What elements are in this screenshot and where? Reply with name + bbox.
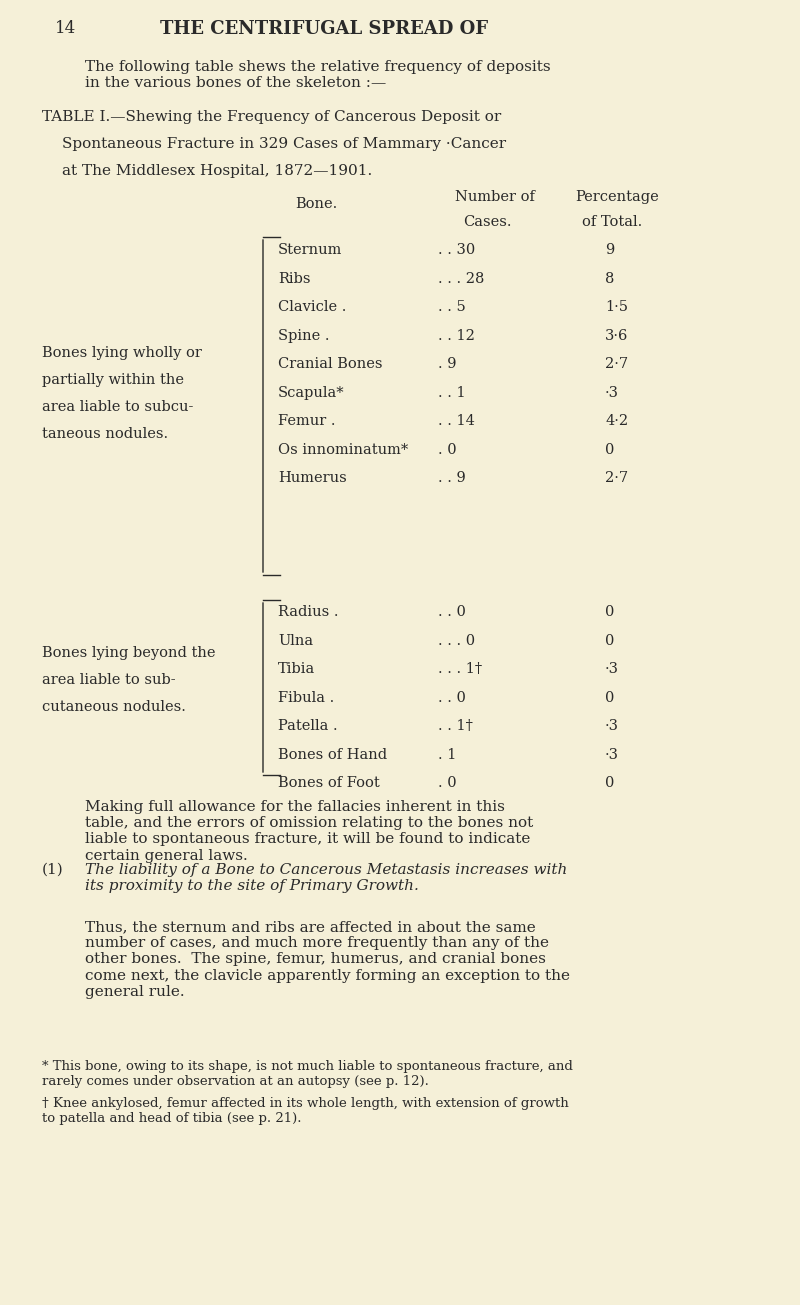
Text: 1·5: 1·5 — [605, 300, 628, 315]
Text: . . 5: . . 5 — [438, 300, 466, 315]
Text: . 9: . 9 — [438, 358, 457, 371]
Text: Tibia: Tibia — [278, 662, 315, 676]
Text: Bone.: Bone. — [295, 197, 338, 211]
Text: . . 0: . . 0 — [438, 690, 466, 705]
Text: † Knee ankylosed, femur affected in its whole length, with extension of growth
t: † Knee ankylosed, femur affected in its … — [42, 1098, 569, 1125]
Text: 9: 9 — [605, 243, 614, 257]
Text: . . 0: . . 0 — [438, 606, 466, 619]
Text: . 0: . 0 — [438, 776, 457, 790]
Text: 0: 0 — [605, 442, 614, 457]
Text: Bones of Foot: Bones of Foot — [278, 776, 380, 790]
Text: Spine .: Spine . — [278, 329, 330, 342]
Text: 0: 0 — [605, 633, 614, 647]
Text: 0: 0 — [605, 690, 614, 705]
Text: Thus, the sternum and ribs are affected in about the same
number of cases, and m: Thus, the sternum and ribs are affected … — [85, 920, 570, 998]
Text: * This bone, owing to its shape, is not much liable to spontaneous fracture, and: * This bone, owing to its shape, is not … — [42, 1060, 573, 1088]
Text: . . . 28: . . . 28 — [438, 271, 484, 286]
Text: Sternum: Sternum — [278, 243, 342, 257]
Text: . . 14: . . 14 — [438, 414, 475, 428]
Text: Ulna: Ulna — [278, 633, 313, 647]
Text: . . . 0: . . . 0 — [438, 633, 475, 647]
Text: Cranial Bones: Cranial Bones — [278, 358, 382, 371]
Text: 8: 8 — [605, 271, 614, 286]
Text: ·3: ·3 — [605, 748, 619, 762]
Text: Bones lying wholly or: Bones lying wholly or — [42, 346, 202, 360]
Text: Femur .: Femur . — [278, 414, 335, 428]
Text: of Total.: of Total. — [582, 215, 642, 228]
Text: Os innominatum*: Os innominatum* — [278, 442, 408, 457]
Text: . 0: . 0 — [438, 442, 457, 457]
Text: THE CENTRIFUGAL SPREAD OF: THE CENTRIFUGAL SPREAD OF — [160, 20, 488, 38]
Text: area liable to sub-: area liable to sub- — [42, 672, 176, 686]
Text: Ribs: Ribs — [278, 271, 310, 286]
Text: Cases.: Cases. — [463, 215, 511, 228]
Text: . . 1: . . 1 — [438, 385, 466, 399]
Text: ·3: ·3 — [605, 385, 619, 399]
Text: The following table shews the relative frequency of deposits
in the various bone: The following table shews the relative f… — [85, 60, 550, 90]
Text: 0: 0 — [605, 776, 614, 790]
Text: cutaneous nodules.: cutaneous nodules. — [42, 699, 186, 714]
Text: Humerus: Humerus — [278, 471, 346, 485]
Text: 14: 14 — [55, 20, 76, 37]
Text: 3·6: 3·6 — [605, 329, 628, 342]
Text: 2·7: 2·7 — [605, 358, 628, 371]
Text: at The Middlesex Hospital, 1872—1901.: at The Middlesex Hospital, 1872—1901. — [62, 164, 372, 177]
Text: TABLE I.—Shewing the Frequency of Cancerous Deposit or: TABLE I.—Shewing the Frequency of Cancer… — [42, 110, 502, 124]
Text: 4·2: 4·2 — [605, 414, 628, 428]
Text: Percentage: Percentage — [575, 191, 658, 204]
Text: . 1: . 1 — [438, 748, 456, 762]
Text: (1): (1) — [42, 863, 64, 877]
Text: ·3: ·3 — [605, 662, 619, 676]
Text: Clavicle .: Clavicle . — [278, 300, 346, 315]
Text: . . 30: . . 30 — [438, 243, 475, 257]
Text: Spontaneous Fracture in 329 Cases of Mammary ·Cancer: Spontaneous Fracture in 329 Cases of Mam… — [62, 137, 506, 151]
Text: The liability of a Bone to Cancerous Metastasis increases with
its proximity to : The liability of a Bone to Cancerous Met… — [85, 863, 567, 893]
Text: Bones lying beyond the: Bones lying beyond the — [42, 646, 215, 659]
Text: ·3: ·3 — [605, 719, 619, 733]
Text: Patella .: Patella . — [278, 719, 338, 733]
Text: Bones of Hand: Bones of Hand — [278, 748, 387, 762]
Text: Fibula .: Fibula . — [278, 690, 334, 705]
Text: Making full allowance for the fallacies inherent in this
table, and the errors o: Making full allowance for the fallacies … — [85, 800, 534, 863]
Text: . . 9: . . 9 — [438, 471, 466, 485]
Text: . . . 1†: . . . 1† — [438, 662, 482, 676]
Text: Radius .: Radius . — [278, 606, 338, 619]
Text: . . 1†: . . 1† — [438, 719, 473, 733]
Text: . . 12: . . 12 — [438, 329, 475, 342]
Text: partially within the: partially within the — [42, 373, 184, 388]
Text: taneous nodules.: taneous nodules. — [42, 427, 168, 441]
Text: area liable to subcu-: area liable to subcu- — [42, 401, 194, 414]
Text: Number of: Number of — [455, 191, 535, 204]
Text: Scapula*: Scapula* — [278, 385, 345, 399]
Text: 2·7: 2·7 — [605, 471, 628, 485]
Text: 0: 0 — [605, 606, 614, 619]
